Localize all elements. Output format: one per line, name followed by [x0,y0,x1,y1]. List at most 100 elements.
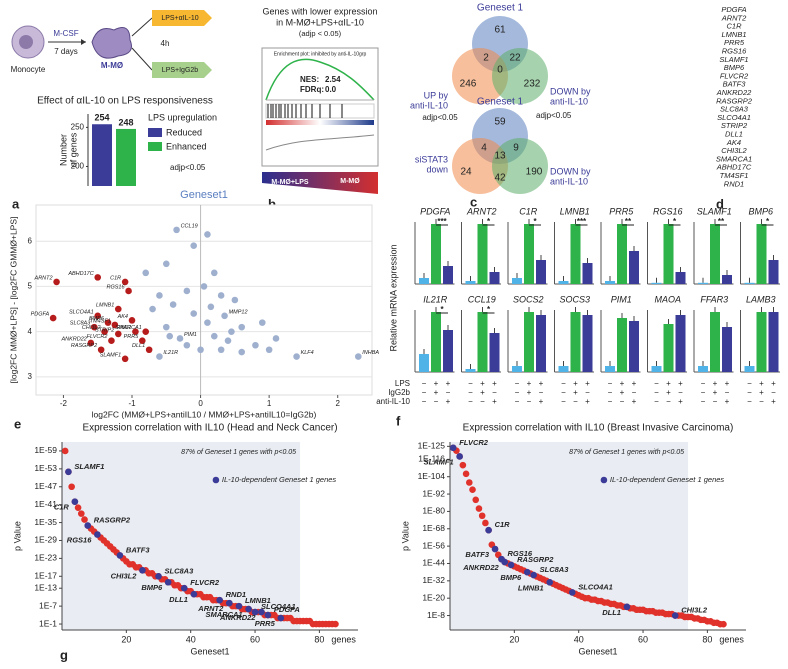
y-tick-label: 1E-13 [34,582,57,592]
condition-sign: + [573,388,578,397]
bar [663,324,674,372]
highlight-point [116,552,124,559]
y-tick-label: 4 [28,327,33,336]
condition-sign: − [422,397,427,406]
condition-sign: + [666,388,671,397]
point [101,328,108,335]
point [74,504,82,511]
y-axis-label: of genes [68,132,78,167]
gene-title: MAOA [654,294,681,304]
bar [605,366,615,372]
gene-name: FLVCR2 [720,71,749,80]
panel-letter: b [268,196,276,211]
point [221,312,228,320]
venn-count: 42 [494,173,506,184]
y-tick-label: 1E-8 [427,610,445,620]
point [466,479,473,486]
highlight-point [523,568,531,576]
highlight-point [245,605,252,613]
y-axis-label: p Value [12,521,22,551]
venn-circle [452,48,508,104]
point [90,323,98,331]
point [462,470,470,478]
condition-sign: + [678,379,683,388]
highlight-point [501,558,508,566]
point-label: MMP12 [229,309,248,315]
condition-label: anti-IL-10 [376,397,410,406]
x-tick-label: -1 [128,399,136,408]
x-tick-label: 40 [574,634,584,644]
venn-count: 9 [513,143,519,154]
bar [698,366,708,372]
bar [675,272,686,284]
x-tick-label: 80 [314,634,324,644]
chart-title: Effect of αIL-10 on LPS responsiveness [37,96,213,107]
point [459,461,467,469]
highlight-point [491,545,499,553]
gene-name: BMP6 [724,63,745,72]
x-axis-label: Geneset1 [190,646,229,656]
gene-name: ANKRD22 [716,88,752,97]
highlight-point [671,612,679,619]
condition-sign: − [422,388,427,397]
gene-label: PDGFA [274,605,300,614]
point [183,341,191,349]
point [121,355,129,363]
point [121,278,129,286]
bar [710,312,720,372]
bar [489,333,500,372]
note: 87% of Geneset 1 genes with p<0.05 [181,449,296,456]
y-tick-label: 1E-23 [34,553,57,563]
condition-sign: + [632,397,637,406]
condition-label: IgG2b [388,388,410,397]
y-tick-label: 1E-47 [34,481,57,491]
venn-title: Geneset 1 [477,97,524,108]
point [217,292,225,299]
condition-sign: + [527,379,532,388]
bar [477,312,488,372]
point-label: RGS16 [107,284,126,290]
bar [663,224,674,284]
panel-title: (adjp < 0.05) [299,29,342,38]
gene-label: RND1 [226,590,246,599]
significance: *** [577,217,587,226]
point [272,335,280,342]
point [61,447,69,455]
gene-label: ANKRD22 [462,563,499,572]
point-label: INHBA [362,350,379,356]
gene-label: RASGRP2 [94,516,131,525]
point [204,231,211,238]
significance: * [533,217,537,226]
point [354,353,362,360]
x-tick-label: -2 [60,399,68,408]
condition-sign: − [468,397,473,406]
x-unit: genes [331,634,356,644]
highlight-point [190,590,198,598]
venn-count: 4 [481,143,487,154]
point [197,346,204,354]
venn-circle [492,138,548,194]
time: 4h [161,39,170,48]
set-label: DOWN by [550,166,591,176]
gene-label: SLCO4A1 [578,582,613,591]
significance: * [766,217,770,226]
point-label: SMARCA1 [115,325,142,331]
point [173,226,180,234]
point [204,319,211,326]
point [210,332,218,340]
bar [419,278,429,284]
gene-name: ARNT2 [721,13,747,22]
x-tick-label: 40 [186,634,196,644]
plot-area [35,204,373,396]
bar [512,278,522,284]
condition-label: LPS [395,379,410,388]
gene-title: PRR5 [609,206,634,216]
gene-label: ANKRD22 [219,613,256,622]
condition-sign: + [527,388,532,397]
stat-value: 2.54 [325,75,341,84]
highlight-point [216,596,223,604]
point [169,301,177,308]
point [114,305,122,313]
x-axis-label: log2FC (MMØ+LPS+antiIL10 / MMØ+LPS+antiI… [92,409,317,419]
point [252,341,259,349]
